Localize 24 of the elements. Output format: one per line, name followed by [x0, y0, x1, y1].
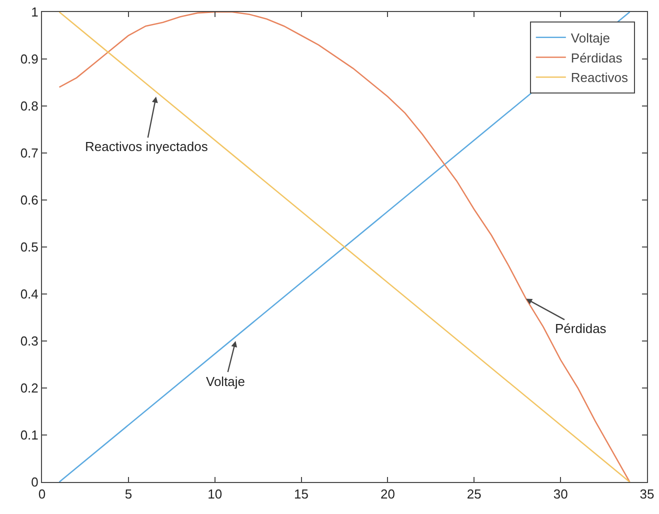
y-tick-label: 0.5 [20, 240, 38, 255]
y-tick-label: 0.4 [20, 286, 38, 302]
annotation: Pérdidas [555, 321, 607, 336]
legend-label: Voltaje [570, 30, 610, 46]
x-tick-label: 35 [640, 486, 654, 502]
y-tick-label: 0.6 [20, 192, 38, 208]
annotation: Voltaje [206, 374, 246, 389]
x-tick-label: 20 [380, 486, 395, 502]
y-tick-label: 0.7 [20, 146, 38, 161]
x-tick-label: 5 [124, 486, 132, 502]
x-tick-label: 25 [466, 486, 482, 502]
y-tick-label: 0.3 [20, 334, 38, 349]
y-tick-label: 0.9 [20, 52, 38, 67]
y-tick-label: 0.1 [20, 428, 38, 443]
annotation: Reactivos inyectados [85, 139, 208, 154]
y-tick-label: 0 [31, 474, 38, 490]
y-tick-label: 0.2 [20, 380, 38, 396]
x-tick-label: 30 [553, 486, 568, 502]
legend-label: Pérdidas [570, 50, 623, 66]
x-tick-label: 15 [294, 486, 309, 502]
y-tick-label: 1 [31, 4, 38, 20]
legend-label: Reactivos [570, 70, 628, 86]
x-tick-label: 10 [208, 486, 222, 502]
y-tick-label: 0.8 [20, 98, 38, 114]
